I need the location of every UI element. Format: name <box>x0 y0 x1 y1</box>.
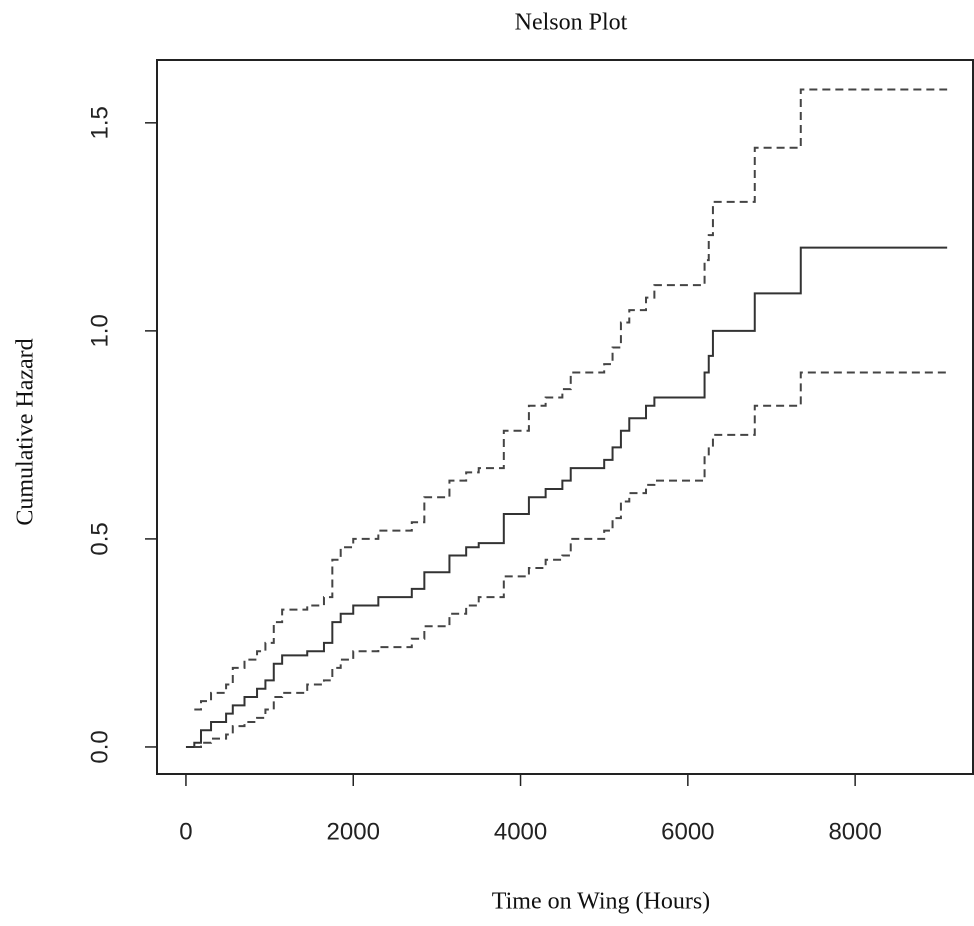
x-tick-label: 4000 <box>494 818 547 845</box>
x-tick-label: 6000 <box>661 818 714 845</box>
step-line <box>194 88 948 711</box>
plot-frame <box>156 59 974 775</box>
y-tick-label: 0.0 <box>86 730 113 763</box>
y-axis-label: Cumulative Hazard <box>13 338 39 525</box>
chart-title: Nelson Plot <box>515 10 628 36</box>
step-line <box>185 246 948 748</box>
y-tick-label: 1.0 <box>86 314 113 347</box>
y-tick-label: 0.5 <box>86 522 113 555</box>
x-tick-label: 2000 <box>327 818 380 845</box>
x-tick-label: 0 <box>179 818 192 845</box>
step-line <box>194 371 948 748</box>
x-axis-label: Time on Wing (Hours) <box>492 889 710 915</box>
x-tick-label: 8000 <box>828 818 881 845</box>
y-tick-label: 1.5 <box>86 106 113 139</box>
